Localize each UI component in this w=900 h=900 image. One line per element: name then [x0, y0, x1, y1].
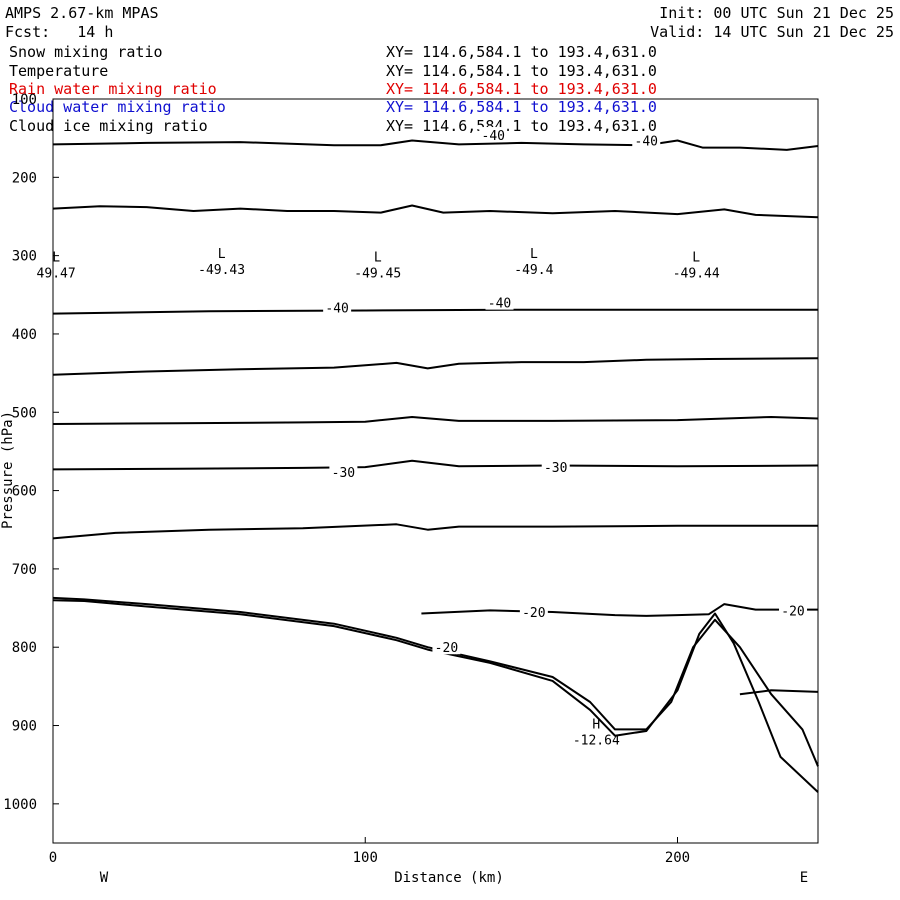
- contour-label-bg: [632, 132, 661, 148]
- x-tick-label: 0: [49, 850, 57, 866]
- field-xy: XY= 114.6,584.1 to 193.4,631.0: [386, 117, 657, 135]
- extremum-value: -49.45: [354, 267, 401, 282]
- extremum-value: -49.44: [673, 267, 720, 282]
- contour-line: [52, 204, 819, 219]
- field-xy: XY= 114.6,584.1 to 193.4,631.0: [386, 80, 657, 98]
- field-xy: XY= 114.6,584.1 to 193.4,631.0: [386, 43, 657, 61]
- y-tick-label: 700: [12, 562, 37, 578]
- contour-label-bg: [485, 294, 514, 310]
- contour-line: [52, 599, 819, 793]
- x-axis-title: Distance (km): [394, 870, 504, 886]
- field-xy: XY= 114.6,584.1 to 193.4,631.0: [386, 98, 657, 116]
- contour-label: -30: [544, 461, 567, 476]
- contour-label: -40: [635, 135, 658, 150]
- extremum-marker: L: [530, 247, 538, 262]
- extremum-value: 49.47: [37, 267, 76, 282]
- field-label: Cloud water mixing ratio: [9, 98, 226, 116]
- extremum-value: -12.64: [573, 733, 620, 748]
- contour-line: [52, 596, 819, 767]
- contour-label-bg: [779, 602, 808, 618]
- field-label: Rain water mixing ratio: [9, 80, 217, 98]
- field-label: Temperature: [9, 62, 109, 80]
- contour-label-bg: [541, 459, 570, 475]
- contour-line: [421, 603, 818, 617]
- extremum-value: -49.4: [514, 263, 553, 278]
- field-label: Snow mixing ratio: [9, 43, 163, 61]
- forecast-hour: Fcst: 14 h: [5, 23, 114, 41]
- y-axis-title: Pressure (hPa): [0, 411, 16, 529]
- contour-label-bg: [432, 639, 461, 655]
- extremum-value: -49.43: [198, 263, 245, 278]
- plot-frame: [52, 98, 819, 844]
- x-end-right: E: [800, 870, 808, 886]
- extremum-marker: L: [218, 247, 226, 262]
- extremum-marker: L: [692, 251, 700, 266]
- field-label: Cloud ice mixing ratio: [9, 117, 208, 135]
- contour-line: [52, 357, 819, 376]
- contour-line: [739, 689, 819, 696]
- contour-label-bg: [323, 299, 352, 315]
- contour-line: [52, 308, 818, 315]
- x-tick-label: 200: [665, 850, 690, 866]
- y-tick-label: 500: [12, 405, 37, 421]
- contour-label: -20: [781, 604, 804, 619]
- contour-label: -20: [435, 641, 458, 656]
- contour-line: [52, 459, 819, 471]
- contour-label-bg: [479, 127, 508, 143]
- extremum-marker: L: [52, 251, 60, 266]
- contour-line: [52, 416, 819, 425]
- extremum-marker: L: [374, 251, 382, 266]
- y-tick-label: 600: [12, 484, 37, 500]
- contour-line: [52, 523, 818, 540]
- contour-labels: -40 -40 -40 -40 -30 -30 -20 -20 -20: [323, 127, 808, 656]
- axes: 100 200 300 400 500 600 700 800 900 1000 0 100 200: [3, 92, 690, 866]
- init-time: Init: 00 UTC Sun 21 Dec 25: [659, 4, 894, 22]
- contour-label: -40: [488, 297, 511, 312]
- model-title: AMPS 2.67-km MPAS: [5, 4, 159, 22]
- contour-label: -40: [482, 129, 505, 144]
- field-xy: XY= 114.6,584.1 to 193.4,631.0: [386, 62, 657, 80]
- valid-time: Valid: 14 UTC Sun 21 Dec 25: [650, 23, 894, 41]
- contour-label: -30: [332, 466, 355, 481]
- contour-label-bg: [329, 463, 358, 479]
- y-tick-label: 200: [12, 170, 37, 186]
- y-tick-label: 300: [12, 249, 37, 265]
- contour-label: -40: [325, 301, 348, 316]
- contour-lines: [52, 139, 819, 793]
- y-tick-label: 400: [12, 327, 37, 343]
- contour-label: -20: [522, 606, 545, 621]
- x-tick-label: 100: [353, 850, 378, 866]
- contour-label-bg: [519, 603, 548, 619]
- extrema-markers: L49.47L-49.43L-49.45L-49.4L-49.44H-12.64: [37, 247, 720, 749]
- contour-line: [52, 139, 819, 151]
- x-end-left: W: [100, 870, 109, 886]
- extremum-marker: H: [592, 717, 600, 732]
- y-tick-label: 1000: [3, 797, 37, 813]
- y-tick-label: 100: [12, 92, 37, 108]
- y-tick-label: 800: [12, 640, 37, 656]
- y-tick-label: 900: [12, 719, 37, 735]
